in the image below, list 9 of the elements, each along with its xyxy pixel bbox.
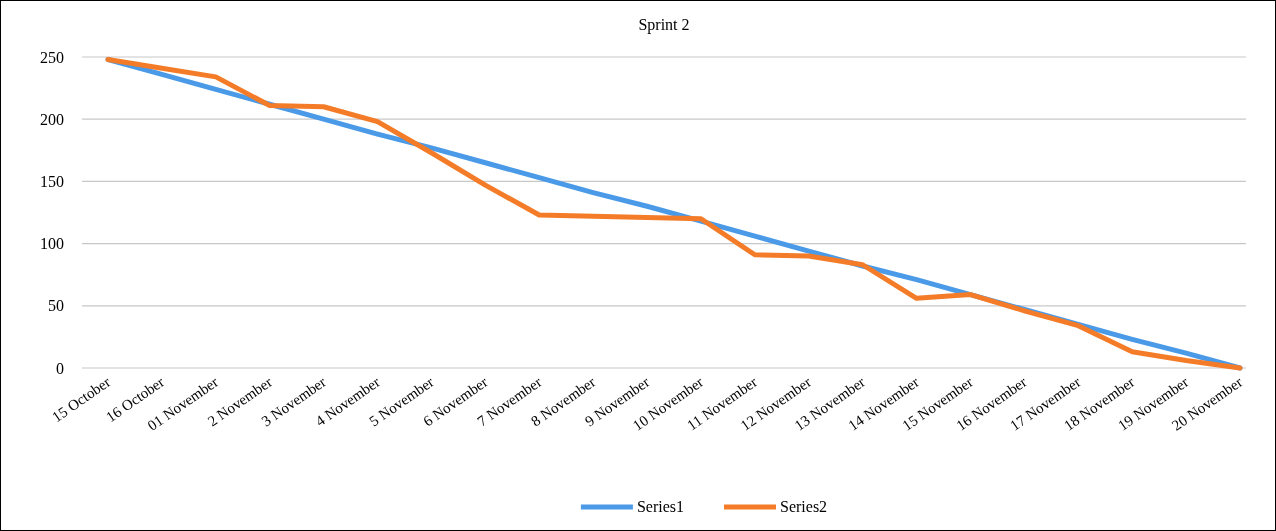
y-tick-label: 200 bbox=[40, 110, 64, 128]
y-tick-label: 0 bbox=[56, 359, 64, 377]
chart-title: Sprint 2 bbox=[638, 16, 690, 34]
y-tick-label: 50 bbox=[48, 297, 64, 315]
legend-label: Series1 bbox=[636, 498, 684, 515]
y-tick-label: 250 bbox=[40, 48, 64, 66]
legend-label: Series2 bbox=[780, 498, 828, 515]
y-tick-label: 150 bbox=[40, 173, 64, 191]
y-tick-label: 100 bbox=[40, 235, 64, 253]
